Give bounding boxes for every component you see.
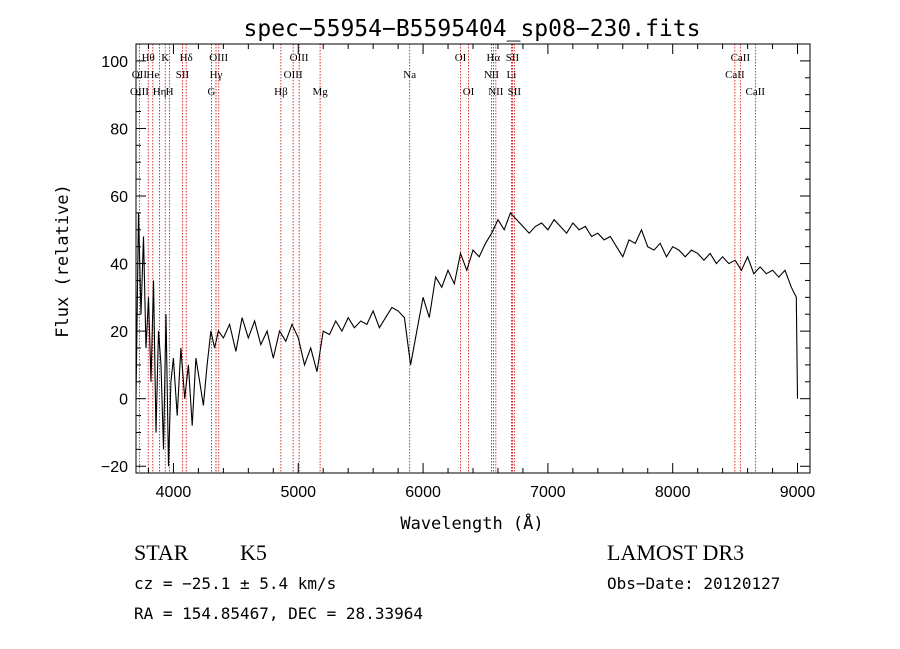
y-tick-label: 80 bbox=[110, 121, 128, 138]
line-label: K bbox=[161, 52, 169, 64]
spectrum-line bbox=[135, 211, 799, 467]
line-label: OI bbox=[455, 52, 467, 64]
line-label: Hβ bbox=[274, 86, 288, 98]
line-label: H bbox=[166, 86, 174, 98]
line-label: He bbox=[146, 69, 159, 81]
line-label: SII bbox=[176, 69, 190, 81]
y-tick-label: 0 bbox=[119, 392, 128, 409]
line-label: Hδ bbox=[180, 52, 193, 64]
plot-frame bbox=[135, 43, 811, 474]
spectral-line-markers bbox=[138, 44, 756, 473]
x-tick-label: 5000 bbox=[280, 484, 316, 501]
line-label: Hθ bbox=[142, 52, 155, 64]
line-label: Hη bbox=[153, 86, 167, 98]
line-label: OIII bbox=[130, 86, 149, 98]
y-tick-label: 100 bbox=[101, 54, 128, 71]
object-class: STAR bbox=[134, 540, 189, 565]
y-axis: −20 0 20 40 60 80 100 bbox=[101, 54, 810, 476]
x-tick-label: 9000 bbox=[780, 484, 816, 501]
line-label: OI bbox=[463, 86, 475, 98]
spectrum-series bbox=[135, 211, 799, 467]
observation-date: Obs−Date: 20120127 bbox=[607, 574, 781, 593]
line-label: Hα bbox=[486, 52, 500, 64]
object-subclass: K5 bbox=[240, 540, 267, 565]
x-tick-label: 8000 bbox=[655, 484, 691, 501]
y-tick-label: −20 bbox=[101, 459, 128, 476]
y-tick-label: 60 bbox=[110, 189, 128, 206]
line-label: OIII bbox=[284, 69, 303, 81]
line-label: Na bbox=[403, 69, 416, 81]
line-label: Mg bbox=[312, 86, 328, 98]
chart-title: spec−55954−B5595404_sp08−230.fits bbox=[244, 16, 701, 42]
line-label: Hγ bbox=[210, 69, 223, 81]
x-tick-label: 6000 bbox=[405, 484, 441, 501]
line-label: OIII bbox=[209, 52, 228, 64]
line-label: NII bbox=[484, 69, 500, 81]
y-tick-label: 40 bbox=[110, 257, 128, 274]
survey-name: LAMOST DR3 bbox=[607, 540, 745, 565]
coordinates: RA = 154.85467, DEC = 28.33964 bbox=[134, 604, 423, 623]
x-axis-label: Wavelength (Å) bbox=[400, 512, 543, 534]
y-tick-label: 20 bbox=[110, 324, 128, 341]
line-label: Li bbox=[507, 69, 517, 81]
y-axis-label: Flux (relative) bbox=[53, 184, 73, 338]
line-label: NII bbox=[488, 86, 504, 98]
line-label: SII bbox=[508, 86, 522, 98]
line-label: CaII bbox=[746, 86, 766, 98]
x-axis: 4000 5000 6000 7000 8000 9000 bbox=[147, 44, 816, 501]
line-label: SII bbox=[506, 52, 520, 64]
line-label: CaII bbox=[731, 52, 751, 64]
x-tick-label: 4000 bbox=[156, 484, 192, 501]
line-label: OIII bbox=[290, 52, 309, 64]
line-label: G bbox=[208, 86, 216, 98]
x-tick-label: 7000 bbox=[530, 484, 566, 501]
redshift-value: cz = −25.1 ± 5.4 km/s bbox=[134, 574, 337, 593]
line-label: CaII bbox=[725, 69, 745, 81]
line-label: OII bbox=[132, 69, 148, 81]
